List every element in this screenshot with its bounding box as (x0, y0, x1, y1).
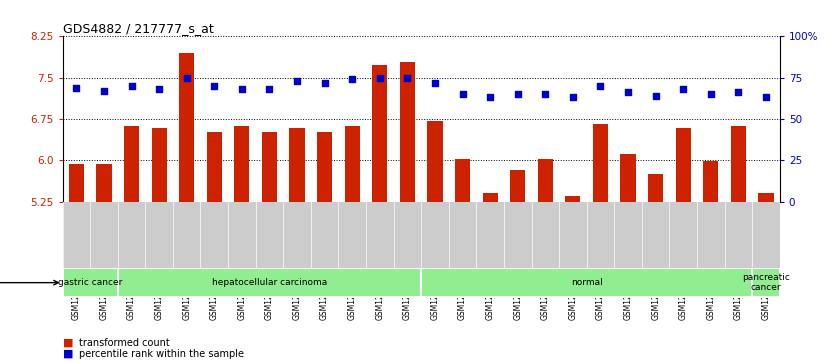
Point (70, 85, 83, 90)
Point (208, 83, 221, 89)
Point (621, 90, 635, 95)
Bar (124, 126, 139, 201)
Point (290, 78, 304, 84)
Point (235, 86, 249, 92)
Point (484, 94, 497, 100)
Point (263, 86, 276, 92)
Bar (317, 131, 332, 201)
Bar (207, 131, 222, 201)
Text: normal: normal (570, 278, 602, 287)
Bar (372, 65, 387, 201)
Text: transformed count: transformed count (79, 338, 170, 348)
Bar (593, 125, 608, 201)
Bar (344, 126, 359, 201)
Bar (676, 128, 691, 201)
Point (539, 91, 552, 97)
Point (180, 75, 193, 81)
Bar (63, 268, 118, 297)
Bar (262, 131, 277, 201)
Bar (97, 164, 112, 201)
Text: hepatocellular carcinoma: hepatocellular carcinoma (212, 278, 327, 287)
Point (98, 88, 111, 94)
Bar (510, 170, 525, 201)
Point (456, 91, 470, 97)
Point (731, 90, 745, 95)
Point (429, 79, 442, 85)
Text: gastric cancer: gastric cancer (58, 278, 123, 287)
Point (400, 75, 414, 81)
Bar (234, 126, 249, 201)
Bar (289, 128, 304, 201)
Bar (68, 164, 84, 201)
Bar (758, 193, 774, 201)
Point (759, 94, 772, 100)
Point (125, 83, 138, 89)
Point (153, 86, 166, 92)
Bar (648, 174, 663, 201)
Point (594, 83, 607, 89)
Point (566, 94, 580, 100)
Bar (152, 128, 167, 201)
Text: pancreatic
cancer: pancreatic cancer (742, 273, 790, 292)
Bar (703, 161, 718, 201)
Point (345, 76, 359, 82)
Text: percentile rank within the sample: percentile rank within the sample (79, 349, 244, 359)
Bar (620, 154, 636, 201)
Point (649, 93, 662, 99)
Bar (399, 62, 415, 201)
Bar (427, 121, 443, 201)
Point (318, 79, 331, 85)
Bar (538, 159, 553, 201)
Point (373, 75, 386, 81)
Text: GDS4882 / 217777_s_at: GDS4882 / 217777_s_at (63, 22, 214, 35)
Point (676, 86, 690, 92)
Bar (421, 268, 752, 297)
Text: ■: ■ (63, 338, 73, 348)
Bar (483, 193, 498, 201)
Bar (565, 196, 580, 201)
Text: ■: ■ (63, 349, 73, 359)
Bar (752, 268, 780, 297)
Point (511, 91, 525, 97)
Bar (455, 159, 470, 201)
Point (704, 91, 717, 97)
Bar (731, 126, 746, 201)
Bar (118, 268, 421, 297)
Text: disease state: disease state (0, 278, 58, 287)
Bar (179, 53, 194, 201)
